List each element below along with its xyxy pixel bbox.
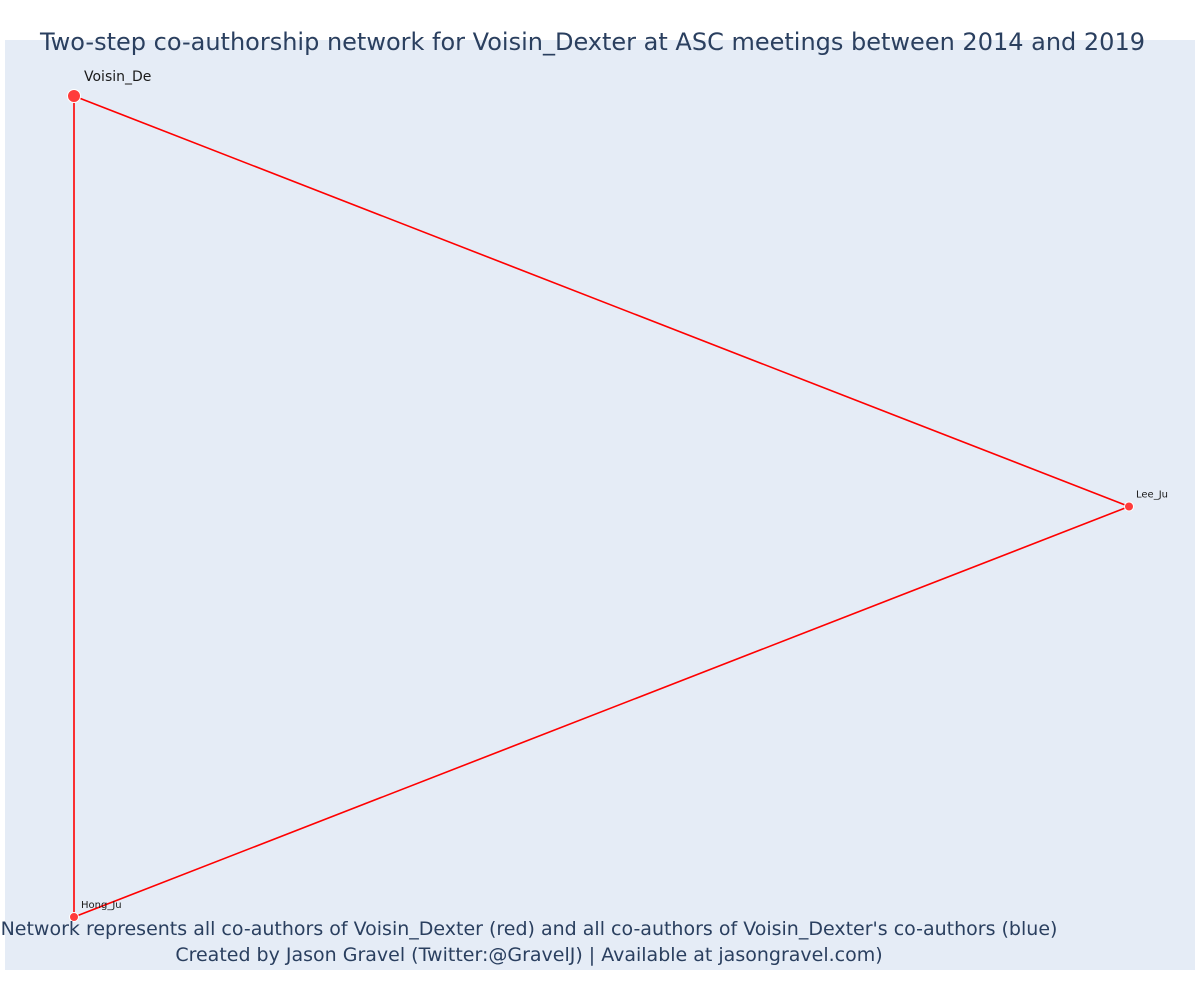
node-label-Lee_Ju: Lee_Ju [1136, 490, 1168, 501]
node-label-Voisin_De: Voisin_De [84, 69, 151, 85]
labels-layer: Voisin_De Lee_Ju Hong_Ju [81, 69, 1168, 911]
caption-description: Network represents all co-authors of Voi… [0, 918, 1058, 940]
edges-layer [73, 95, 1130, 918]
node-label-Hong_Ju: Hong_Ju [81, 900, 122, 911]
node-Hong_Ju[interactable] [69, 912, 79, 922]
node-Lee_Ju[interactable] [1124, 501, 1134, 512]
chart-title: Two-step co-authorship network for Voisi… [39, 28, 1145, 56]
edge-Lee_Ju-Hong_Ju [73, 505, 1130, 918]
node-Voisin_De[interactable] [67, 89, 81, 103]
edge-Voisin_De-Lee_Ju [73, 95, 1130, 508]
plot-area [5, 40, 1195, 970]
nodes-layer [67, 89, 1134, 922]
caption-credit: Created by Jason Gravel (Twitter:@Gravel… [175, 944, 883, 966]
